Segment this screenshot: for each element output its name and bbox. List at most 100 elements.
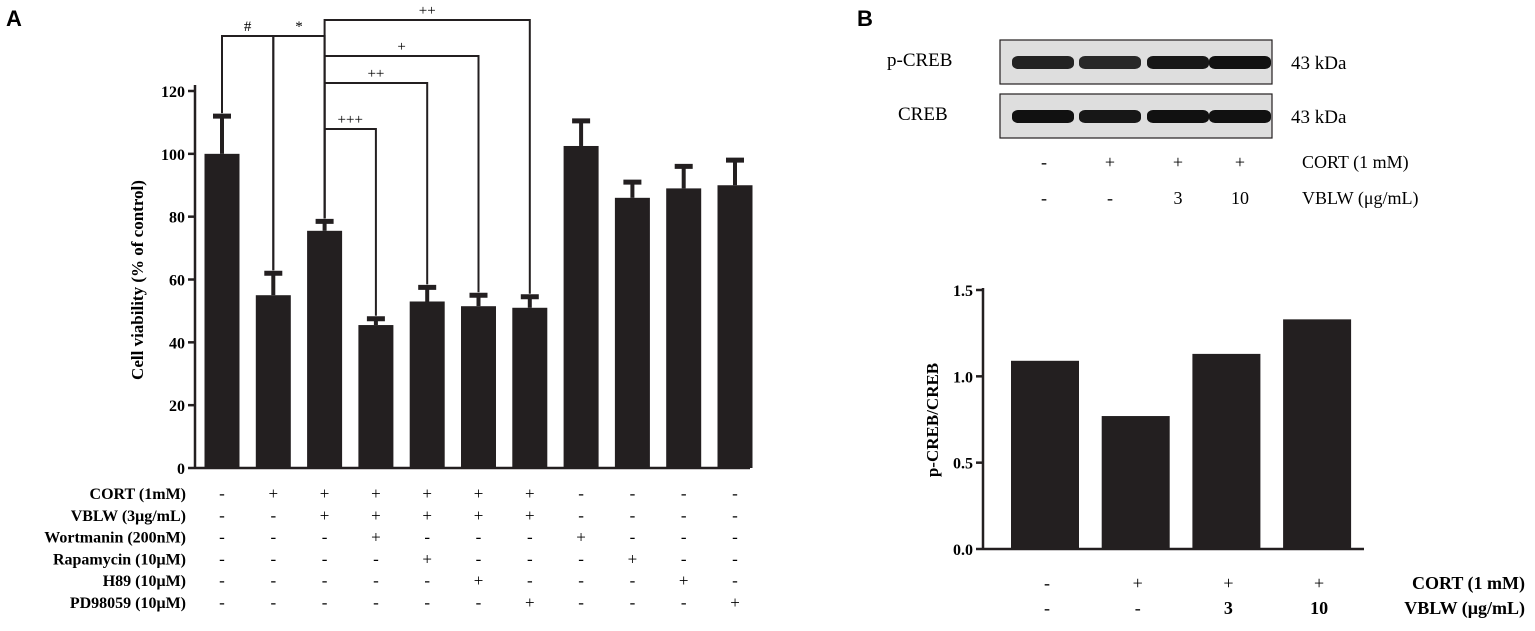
treatment-sign: - xyxy=(476,549,482,568)
treatment-sign: + xyxy=(525,506,535,525)
blot-band xyxy=(1147,110,1209,123)
treatment-sign: - xyxy=(527,528,533,547)
significance-label: ++ xyxy=(419,3,436,19)
y-tick-label: 100 xyxy=(161,147,185,164)
treatment-sign: - xyxy=(270,593,276,612)
bar xyxy=(563,145,599,468)
blot-size-label: 43 kDa xyxy=(1291,107,1347,128)
treatment-sign: - xyxy=(270,549,276,568)
treatment-sign: - xyxy=(578,593,584,612)
treatment-row-label: VBLW (3μg/mL) xyxy=(71,508,186,525)
y-tick-label: 60 xyxy=(169,273,185,290)
treatment-sign: - xyxy=(681,549,687,568)
treatment-sign: - xyxy=(630,484,636,503)
bar xyxy=(204,153,240,469)
treatment-sign: - xyxy=(219,506,225,525)
blot-band xyxy=(1209,56,1271,69)
treatment-sign: - xyxy=(527,571,533,590)
panel-a-letter: A xyxy=(6,6,22,31)
y-tick-label: 0.0 xyxy=(953,542,973,559)
blot-treatment-sign: 10 xyxy=(1231,188,1249,208)
treatment-sign: + xyxy=(422,484,432,503)
significance-label: + xyxy=(397,39,405,55)
treatment-row-label: CORT (1mM) xyxy=(90,486,186,503)
treatment-sign: - xyxy=(373,571,379,590)
blot-row-label: CREB xyxy=(898,104,948,125)
treatment-sign: - xyxy=(424,571,430,590)
blot-treatment-label: VBLW (μg/mL) xyxy=(1302,188,1418,209)
significance-label: * xyxy=(295,19,303,35)
bar xyxy=(1011,360,1079,549)
blot-treatment-sign: 3 xyxy=(1174,188,1183,208)
blot-treatment-sign: + xyxy=(1105,152,1115,172)
y-tick-label: 1.5 xyxy=(953,283,973,300)
treatment-sign: 3 xyxy=(1224,598,1233,618)
treatment-row-label: Wortmanin (200nM) xyxy=(44,530,186,547)
y-tick-label: 40 xyxy=(169,335,185,352)
significance-label: +++ xyxy=(338,112,363,128)
treatment-sign: - xyxy=(424,593,430,612)
treatment-sign: - xyxy=(219,484,225,503)
significance-label: ++ xyxy=(367,66,384,82)
treatment-sign: + xyxy=(422,549,432,568)
treatment-sign: - xyxy=(681,506,687,525)
blot-treatment-sign: + xyxy=(1235,152,1245,172)
treatment-sign: - xyxy=(732,571,738,590)
treatment-sign: + xyxy=(576,528,586,547)
panel-a-y-axis-label: Cell viability (% of control) xyxy=(128,180,147,380)
treatment-sign: + xyxy=(371,506,381,525)
treatment-sign: + xyxy=(371,528,381,547)
blot-treatment-label: CORT (1 mM) xyxy=(1302,152,1409,173)
y-tick-label: 0 xyxy=(177,461,185,478)
treatment-sign: - xyxy=(219,549,225,568)
panel-b-letter: B xyxy=(857,6,873,31)
treatment-sign: + xyxy=(1314,573,1324,593)
treatment-sign: - xyxy=(476,528,482,547)
treatment-sign: 10 xyxy=(1310,598,1328,618)
treatment-sign: + xyxy=(525,593,535,612)
treatment-sign: - xyxy=(681,528,687,547)
y-tick-label: 1.0 xyxy=(953,369,973,386)
significance-bracket xyxy=(323,19,531,294)
treatment-sign: - xyxy=(681,484,687,503)
treatment-row-label: Rapamycin (10μM) xyxy=(53,551,186,568)
treatment-sign: + xyxy=(679,571,689,590)
treatment-sign: + xyxy=(422,506,432,525)
treatment-sign: - xyxy=(322,528,328,547)
treatment-sign: - xyxy=(527,549,533,568)
treatment-sign: - xyxy=(1044,573,1050,593)
blot-size-label: 43 kDa xyxy=(1291,53,1347,74)
treatment-sign: + xyxy=(525,484,535,503)
blot-treatment-sign: - xyxy=(1041,152,1047,172)
treatment-sign: + xyxy=(1133,573,1143,593)
blot-treatment-sign: + xyxy=(1173,152,1183,172)
bar xyxy=(358,325,394,468)
treatment-sign: - xyxy=(219,571,225,590)
bar xyxy=(666,188,702,468)
panel-b-chart: 0.0 0.5 1.0 1.5 - + + + CORT (1 mM) - - 3 10 VBLW (μg… xyxy=(953,283,1525,619)
blot-band xyxy=(1147,56,1209,69)
blot-band xyxy=(1079,110,1141,123)
treatment-sign: - xyxy=(630,571,636,590)
treatment-row-label: VBLW (μg/mL) xyxy=(1404,598,1525,619)
treatment-sign: + xyxy=(269,484,279,503)
western-blot: p-CREB 43 kDa CREB 43 kDa - + + + CORT (1 mM) - - 3… xyxy=(887,39,1418,209)
treatment-sign: - xyxy=(578,549,584,568)
treatment-sign: - xyxy=(476,593,482,612)
treatment-sign: - xyxy=(1044,598,1050,618)
bar xyxy=(255,295,291,468)
bar xyxy=(717,185,753,468)
significance-bracket xyxy=(323,55,480,293)
treatment-sign: + xyxy=(628,549,638,568)
blot-band xyxy=(1012,56,1074,69)
treatment-sign: - xyxy=(732,549,738,568)
bar xyxy=(1192,353,1261,549)
treatment-row-label: PD98059 (10μM) xyxy=(70,595,186,612)
treatment-sign: - xyxy=(578,506,584,525)
blot-treatment-sign: - xyxy=(1107,188,1113,208)
treatment-sign: - xyxy=(322,593,328,612)
treatment-sign: - xyxy=(322,549,328,568)
blot-band xyxy=(1079,56,1141,69)
y-tick-label: 120 xyxy=(161,84,185,101)
